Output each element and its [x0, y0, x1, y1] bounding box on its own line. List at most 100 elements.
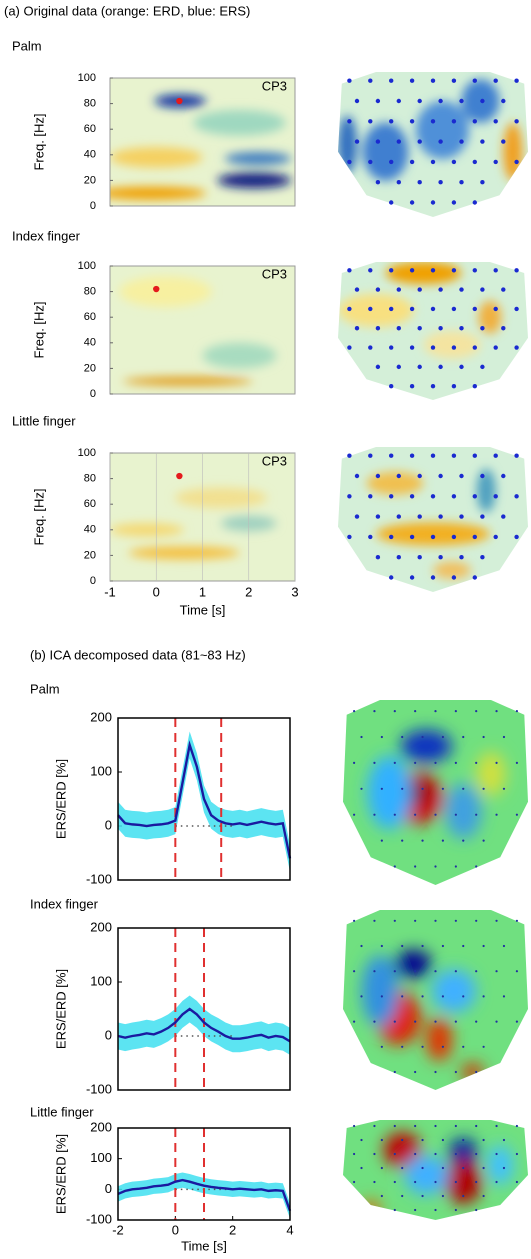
y-tick-label: 40: [84, 149, 96, 161]
electrode: [451, 575, 457, 580]
topomap-field: [338, 262, 502, 359]
electrode: [441, 735, 444, 739]
electrode: [438, 514, 443, 519]
electrode: [434, 710, 437, 713]
topomap-field: [338, 79, 523, 181]
electrode: [353, 1180, 356, 1184]
electrode: [375, 514, 381, 519]
electrode: [493, 534, 498, 540]
electrode: [401, 1138, 404, 1142]
electrode: [380, 944, 383, 948]
electrode: [515, 1180, 519, 1184]
y-tick-label: 0: [90, 388, 96, 400]
electrode: [451, 268, 457, 273]
electrode: [482, 1194, 485, 1198]
electrode: [480, 287, 485, 292]
electrode: [409, 200, 415, 205]
topomap-blob: [476, 468, 496, 513]
topomap: [343, 1120, 528, 1220]
electrode: [472, 534, 477, 540]
y-tick-label: 20: [84, 362, 96, 374]
electrode: [414, 710, 417, 713]
row-label: Index finger: [30, 896, 99, 911]
electrode: [454, 1070, 457, 1074]
electrode: [360, 735, 363, 739]
y-tick-label: 200: [90, 1119, 112, 1134]
topomap-blob: [383, 1132, 421, 1168]
heatmap-blob: [202, 342, 277, 369]
topomap-field: [366, 468, 496, 579]
electrode: [441, 1166, 444, 1170]
electrode: [421, 995, 424, 998]
y-tick-label: 80: [84, 98, 96, 110]
electrode: [368, 159, 373, 165]
topomap-blob: [366, 471, 424, 495]
electrode: [354, 326, 360, 331]
electrode: [373, 710, 376, 713]
y-axis-label: ERS/ERD [%]: [53, 1134, 68, 1214]
electrode: [389, 306, 394, 312]
electrode: [462, 1194, 465, 1198]
electrode: [375, 473, 381, 479]
x-tick-label: 0: [172, 1222, 179, 1237]
heatmap-blob: [174, 487, 268, 509]
electrode: [430, 78, 436, 83]
electrode: [495, 970, 498, 973]
electrode: [353, 1020, 356, 1023]
y-tick-label: 100: [78, 72, 96, 84]
y-axis-label: Freq. [Hz]: [31, 488, 46, 545]
electrode: [368, 453, 373, 458]
electrode: [480, 364, 485, 370]
electrode: [454, 865, 457, 868]
electrode: [430, 494, 436, 499]
peak-marker: [153, 285, 160, 293]
electrode: [396, 287, 401, 292]
electrode: [414, 1124, 417, 1128]
electrode: [454, 710, 457, 713]
electrode: [347, 453, 352, 458]
electrode: [451, 119, 457, 124]
electrode: [480, 180, 485, 185]
electrode: [459, 514, 464, 519]
electrode: [375, 180, 381, 185]
electrode: [441, 944, 444, 948]
electrode: [475, 1152, 478, 1156]
electrode: [493, 306, 498, 312]
x-tick-label: -2: [112, 1222, 124, 1237]
electrode: [502, 1138, 506, 1142]
electrode: [514, 159, 519, 165]
electrode: [389, 78, 394, 83]
electrode: [360, 1166, 363, 1170]
electrode: [438, 287, 443, 292]
topomap-blob: [461, 1063, 484, 1081]
electrode: [389, 345, 394, 350]
electrode: [438, 98, 443, 104]
electrode: [360, 787, 363, 790]
electrode: [347, 494, 352, 499]
x-tick-label: 0: [153, 584, 160, 599]
topomap: [343, 910, 528, 1090]
electrode: [414, 761, 417, 765]
electrode: [409, 534, 415, 540]
electrode: [401, 735, 404, 739]
y-tick-label: 60: [84, 311, 96, 323]
electrode: [373, 1152, 376, 1156]
electrode: [354, 473, 360, 479]
electrode: [502, 787, 506, 790]
electrode: [354, 514, 360, 519]
electrode: [475, 1020, 478, 1023]
y-tick-label: 0: [105, 817, 112, 832]
electrode: [472, 200, 477, 205]
topomap-blob: [338, 293, 414, 327]
topomap-field: [367, 729, 506, 839]
electrode: [480, 326, 485, 331]
electrode: [438, 364, 443, 370]
electrode: [495, 919, 498, 922]
electrode: [393, 761, 396, 765]
electrode: [454, 813, 457, 816]
electrode: [482, 787, 485, 790]
x-axis-label: Time [s]: [180, 602, 226, 617]
electrode: [472, 575, 477, 580]
electrode: [475, 813, 478, 816]
electrode: [434, 1124, 437, 1128]
